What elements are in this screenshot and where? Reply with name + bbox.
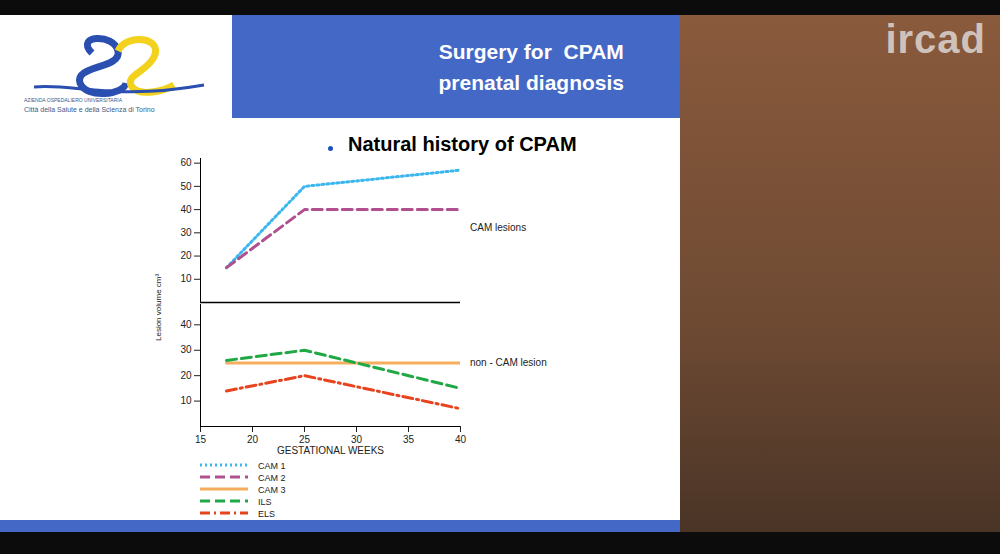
html-text:Natural history of CPAM: Natural history of CPAM xyxy=(348,133,577,155)
svg-text:40: 40 xyxy=(455,434,467,445)
html-text:Lesion volume cm³: Lesion volume cm³ xyxy=(153,273,163,341)
svg-text:20: 20 xyxy=(247,434,259,445)
html-text:CAM lesions: CAM lesions xyxy=(470,222,527,233)
svg-text:GESTATIONAL WEEKS: GESTATIONAL WEEKS xyxy=(277,445,384,456)
svg-text:25: 25 xyxy=(299,434,311,445)
svg-text:20: 20 xyxy=(180,370,192,381)
svg-text:10: 10 xyxy=(180,395,192,406)
svg-text:40: 40 xyxy=(180,319,192,330)
html-text:Città della Salute e della Sci: Città della Salute e della Scienza di To… xyxy=(24,106,155,113)
svg-text:30: 30 xyxy=(180,227,192,238)
svg-text:10: 10 xyxy=(180,273,192,284)
svg-text:ELS: ELS xyxy=(258,509,275,519)
html-text:AZIENDA OSPEDALIERO UNIVERSITA: AZIENDA OSPEDALIERO UNIVERSITARIA xyxy=(24,97,122,103)
svg-text:ILS: ILS xyxy=(258,497,272,507)
svg-text:30: 30 xyxy=(351,434,363,445)
html-text:Surgery for CPAM prenatal diag: Surgery for CPAM prenatal diagnosis xyxy=(438,39,624,94)
svg-text:20: 20 xyxy=(180,250,192,261)
html-text:non - CAM lesion: non - CAM lesion xyxy=(470,357,547,368)
svg-text:CAM 2: CAM 2 xyxy=(258,473,286,483)
html-text:ircad: ircad xyxy=(885,17,986,61)
svg-text:35: 35 xyxy=(403,434,415,445)
svg-text:40: 40 xyxy=(180,204,192,215)
svg-text:CAM 3: CAM 3 xyxy=(258,485,286,495)
svg-text:30: 30 xyxy=(180,344,192,355)
svg-text:60: 60 xyxy=(180,157,192,168)
svg-text:50: 50 xyxy=(180,181,192,192)
svg-text:15: 15 xyxy=(195,434,207,445)
svg-text:CAM 1: CAM 1 xyxy=(258,461,286,471)
